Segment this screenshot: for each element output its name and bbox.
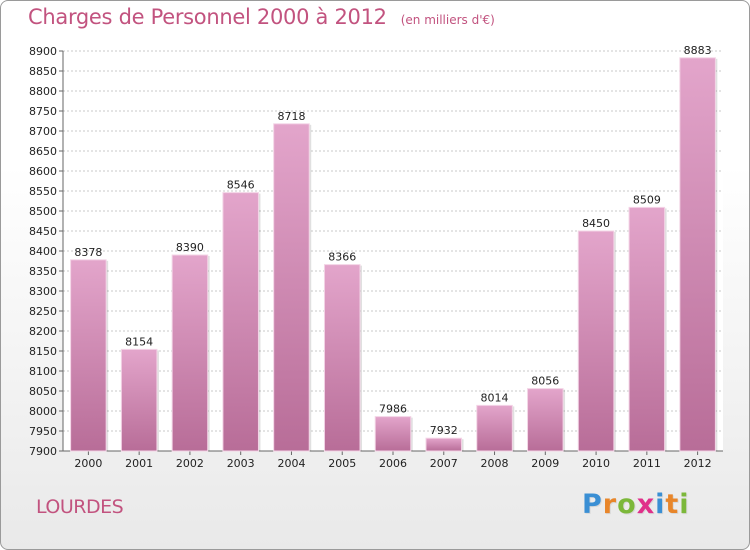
bar: [476, 404, 513, 452]
bar-value-label: 8154: [125, 335, 153, 348]
y-tick-label: 8850: [29, 65, 57, 78]
y-tick-label: 8600: [29, 165, 57, 178]
y-tick-label: 8100: [29, 365, 57, 378]
x-tick-label: 2003: [227, 457, 255, 470]
y-tick-label: 8200: [29, 325, 57, 338]
y-tick-label: 8700: [29, 125, 57, 138]
bar: [374, 416, 412, 452]
x-tick-label: 2010: [582, 457, 610, 470]
y-tick-label: 8550: [29, 185, 57, 198]
y-tick-label: 8250: [29, 305, 57, 318]
bar: [527, 388, 564, 452]
y-tick-label: 8350: [29, 265, 57, 278]
y-tick-label: 8650: [29, 145, 57, 158]
bar-value-label: 8509: [633, 193, 661, 206]
bar-value-label: 8883: [684, 44, 712, 57]
bar-value-label: 8014: [481, 391, 509, 404]
bar-value-label: 8366: [328, 251, 356, 264]
y-tick-label: 8300: [29, 285, 57, 298]
x-tick-label: 2000: [74, 457, 102, 470]
logo-letter: P: [582, 489, 603, 520]
logo-letter: i: [655, 489, 666, 520]
x-tick-label: 2008: [481, 457, 509, 470]
y-tick-label: 8800: [29, 85, 57, 98]
city-name: LOURDES: [36, 496, 124, 518]
x-tick-label: 2012: [684, 457, 712, 470]
y-tick-label: 7900: [29, 445, 57, 458]
x-tick-label: 2007: [430, 457, 458, 470]
chart-title-text: Charges de Personnel 2000 à 2012: [28, 5, 387, 29]
logo-letter: t: [665, 489, 680, 520]
y-tick-label: 8900: [29, 45, 57, 58]
x-tick-label: 2006: [379, 457, 407, 470]
bar-value-label: 8718: [277, 110, 305, 123]
bar: [273, 123, 310, 452]
y-tick-label: 8450: [29, 225, 57, 238]
bar-layer: 8378 8154 8390 8546 8718 8366 7986 7932 8014 8056…: [70, 44, 718, 452]
logo-letter: r: [602, 489, 618, 520]
bar: [577, 230, 615, 452]
y-tick-label: 8150: [29, 345, 57, 358]
x-tick-label: 2002: [176, 457, 204, 470]
y-tick-label: 7950: [29, 425, 57, 438]
x-tick-label: 2009: [531, 457, 559, 470]
bar-value-label: 8390: [176, 241, 204, 254]
y-tick-label: 8050: [29, 385, 57, 398]
x-tick-label: 2011: [633, 457, 661, 470]
bar-value-label: 8546: [227, 179, 255, 192]
bar-value-label: 8056: [531, 375, 559, 388]
chart-subtitle: (en milliers d'€): [400, 13, 495, 27]
y-tick-label: 8000: [29, 405, 57, 418]
bar-value-label: 8378: [74, 246, 102, 259]
bar: [679, 57, 716, 452]
y-tick-label: 8750: [29, 105, 57, 118]
chart-title: Charges de Personnel 2000 à 2012 (en mill…: [28, 5, 495, 29]
x-tick-label: 2001: [125, 457, 153, 470]
logo-letter: x: [636, 489, 656, 520]
bar-value-label: 7932: [430, 424, 458, 437]
bar: [70, 259, 107, 452]
proxiti-logo: Proxiti: [582, 489, 690, 520]
bar: [628, 206, 666, 452]
bar: [323, 264, 361, 452]
x-tick-label: 2004: [277, 457, 305, 470]
bar: [222, 192, 259, 452]
bar: [120, 348, 158, 452]
bar-value-label: 8450: [582, 217, 610, 230]
logo-letter: i: [679, 489, 690, 520]
grid-layer: [63, 50, 723, 452]
x-tick-label: 2005: [328, 457, 356, 470]
bar-value-label: 7986: [379, 403, 407, 416]
y-tick-label: 8500: [29, 205, 57, 218]
y-tick-label: 8400: [29, 245, 57, 258]
bar: [425, 437, 463, 452]
logo-letter: o: [617, 489, 637, 520]
bar: [171, 254, 209, 452]
